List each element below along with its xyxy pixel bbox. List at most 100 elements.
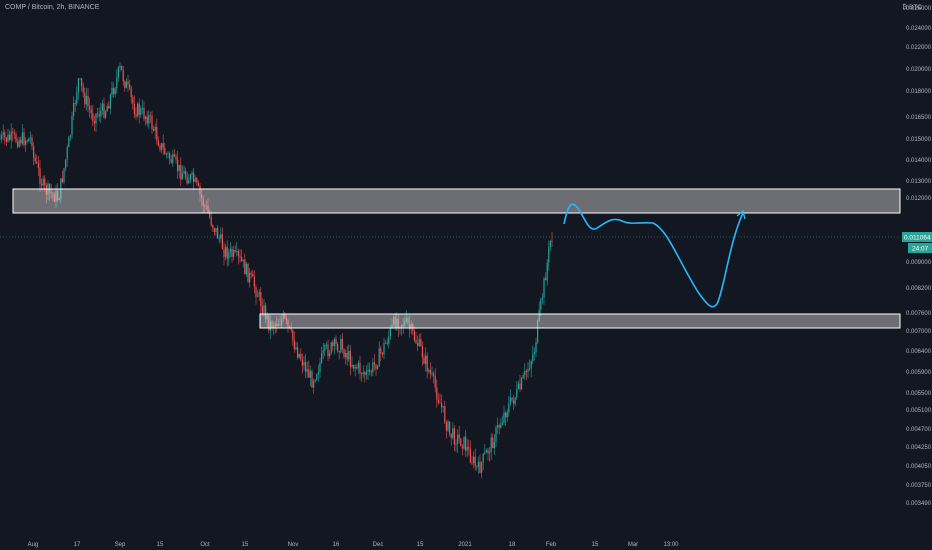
candle-body [242, 259, 244, 261]
candle-body [138, 103, 140, 115]
price-tick-label: 0.024000 [906, 26, 932, 32]
candle-body [397, 318, 399, 329]
candle-body [173, 154, 175, 157]
candle-body [306, 369, 308, 372]
projection-arrow-head [736, 209, 746, 220]
candle-body [351, 364, 353, 367]
candle-body [140, 108, 142, 115]
candle-body [549, 240, 551, 247]
time-axis[interactable]: Aug 17 Sep 15 Oct 15 Nov 16 Dec 15 2021 18 Feb 15 Mar 1… [28, 542, 680, 548]
candle-body [492, 437, 494, 449]
price-tick-label: 0.006400 [906, 349, 932, 355]
current-price-tag: 0.011064 24:07 [902, 232, 932, 253]
candle-body [66, 147, 68, 160]
candle-body [53, 194, 55, 202]
candle-body [343, 349, 345, 358]
candle-body [23, 132, 25, 146]
candle-body [229, 249, 231, 252]
candle-body [178, 164, 180, 172]
candle-body [82, 86, 84, 93]
candle-body [141, 107, 143, 109]
candle-body [442, 406, 444, 408]
candle-body [261, 306, 263, 314]
price-axis[interactable]: 0.026000 0.024000 0.022000 0.020000 0.018000… [906, 6, 932, 507]
candle-body [458, 434, 460, 439]
candle-body [452, 428, 454, 438]
candle-body [369, 369, 371, 372]
price-tick-label: 0.005100 [906, 408, 932, 414]
candle-body [425, 355, 427, 364]
candle-body [58, 198, 60, 201]
candle-body [260, 292, 262, 307]
candle-body [137, 103, 139, 117]
candle-body [521, 378, 523, 390]
price-tick-label: 0.014000 [906, 158, 932, 164]
candle-body [92, 113, 94, 122]
candle-body [44, 178, 46, 186]
candle-body [121, 65, 123, 71]
candle-body [154, 126, 156, 131]
candle-body [220, 234, 222, 239]
candle-body [327, 344, 329, 357]
candle-body [540, 299, 542, 310]
current-price-value: 0.011064 [904, 235, 931, 242]
candle-body [215, 227, 217, 232]
candle-body [234, 250, 236, 252]
price-tick-label: 0.026000 [906, 6, 932, 12]
candle-body [237, 250, 239, 256]
candle-body [52, 192, 54, 195]
candle-body [293, 340, 295, 350]
candle-body [45, 185, 47, 195]
candle-body [505, 412, 507, 418]
candle-body [189, 174, 191, 181]
candle-body [388, 336, 390, 344]
candle-body [271, 321, 273, 329]
candle-body [409, 323, 411, 330]
candle-body [537, 320, 539, 343]
candle-body [423, 357, 425, 364]
candle-body [305, 361, 307, 372]
candle-body [165, 153, 167, 155]
candle-body [263, 305, 265, 314]
candle-body [292, 329, 294, 341]
candle-body [175, 156, 177, 160]
candle-body [284, 313, 286, 318]
candle-body [279, 324, 281, 326]
candle-body [415, 340, 417, 344]
projection-path[interactable] [563, 203, 744, 308]
candle-body [277, 324, 279, 326]
candle-body [469, 448, 471, 463]
candle-body [441, 402, 443, 408]
price-tick-label: 0.007000 [906, 329, 932, 335]
candle-body [420, 339, 422, 346]
candle-body [269, 321, 271, 331]
candle-body [68, 137, 70, 148]
candle-body [95, 113, 97, 124]
candle-body [177, 159, 179, 172]
candle-body [212, 225, 214, 228]
candle-body [93, 121, 95, 124]
support-zone[interactable] [259, 313, 901, 329]
candle-body [325, 344, 327, 346]
candle-body [113, 87, 115, 95]
candle-body [172, 154, 174, 163]
candle-body [381, 352, 383, 355]
candle-body [498, 425, 500, 428]
time-tick-label: Aug [28, 542, 39, 548]
candle-body [500, 424, 502, 428]
candle-body [401, 324, 403, 328]
candle-body [244, 259, 246, 275]
candle-body [477, 461, 479, 467]
candle-body [319, 362, 321, 372]
candle-body [76, 92, 78, 104]
candle-body [354, 367, 356, 369]
candle-body [532, 354, 534, 362]
resistance-zone[interactable] [12, 188, 901, 214]
time-tick-label: 15 [242, 542, 249, 548]
candle-body [482, 453, 484, 463]
currency-unit: ₿ BTC [902, 4, 922, 11]
candle-body [29, 137, 31, 139]
candle-body [457, 434, 459, 445]
candle-body [308, 369, 310, 378]
